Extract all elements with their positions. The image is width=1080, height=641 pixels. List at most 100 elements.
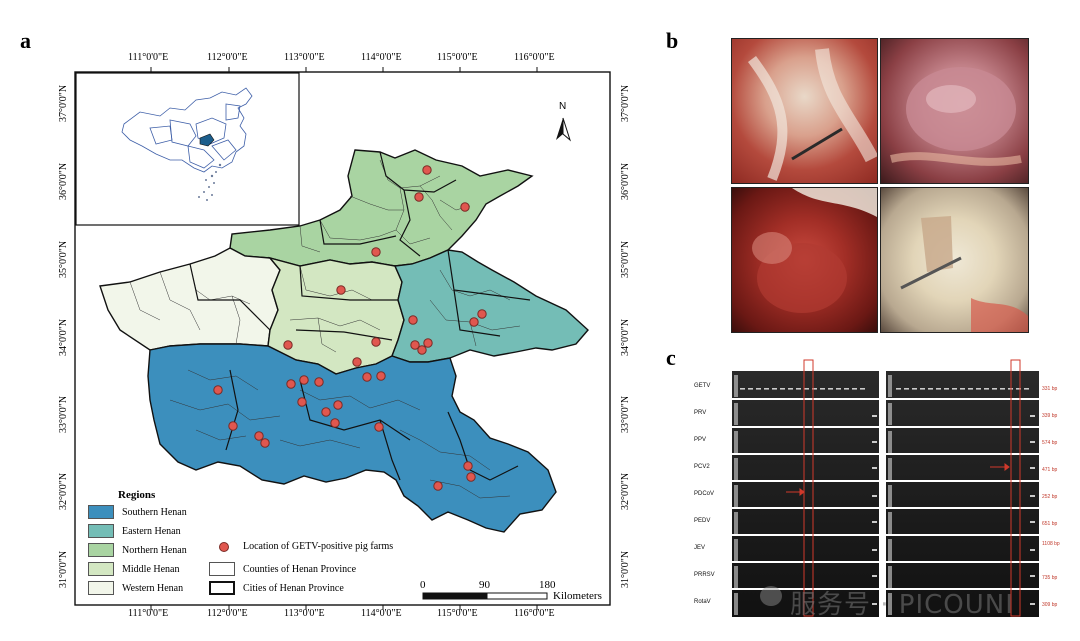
gel-size-label: 471 bp <box>1042 467 1058 473</box>
farm-dot <box>314 377 324 387</box>
gel-target-label: GETV <box>694 383 711 389</box>
farm-dot <box>408 315 418 325</box>
farm-dot-icon <box>219 541 229 552</box>
scale-label: 0 <box>420 579 426 591</box>
county-lines <box>129 159 521 499</box>
gel-ladders <box>734 375 892 615</box>
legend-label: Southern Henan <box>122 506 187 518</box>
gel-size-label: 331 bp <box>1042 386 1058 392</box>
watermark: 服务号 · PICOUNI <box>790 590 1014 620</box>
legend-swatch <box>88 543 114 557</box>
legend-title: Regions <box>118 489 156 501</box>
farm-dot <box>371 247 381 257</box>
highlight-box <box>1010 359 1021 617</box>
highlight-box <box>803 359 814 617</box>
farm-dot <box>469 317 479 327</box>
scale-bar <box>422 592 548 600</box>
legend-label: Western Henan <box>122 582 184 594</box>
gel-target-label: PEDV <box>694 518 711 524</box>
legend-item: Eastern Henan <box>88 524 181 538</box>
farm-dot <box>422 165 432 175</box>
gel-size-label: 1108 bp <box>1042 541 1060 547</box>
legend-item: Northern Henan <box>88 543 187 557</box>
farm-dot <box>333 400 343 410</box>
region-eastern <box>391 249 589 363</box>
legend-swatch <box>88 524 114 538</box>
farm-dot <box>260 438 270 448</box>
farm-dot <box>463 461 473 471</box>
lon-tick-top: 116°0'0"E <box>514 52 555 63</box>
necropsy-photo <box>880 187 1029 333</box>
legend-swatch <box>209 581 235 595</box>
farm-dot <box>286 379 296 389</box>
gel-target-label: RotaV <box>694 599 711 605</box>
legend-swatch <box>88 562 114 576</box>
photo-texture <box>747 48 877 181</box>
scale-label: 180 <box>539 579 556 591</box>
city-lines <box>189 151 531 481</box>
farm-dot <box>410 340 420 350</box>
lon-tick-top: 112°0'0"E <box>207 52 248 63</box>
legend-label: Northern Henan <box>122 544 187 556</box>
farm-dot <box>299 375 309 385</box>
lon-tick-bottom: 116°0'0"E <box>514 608 555 619</box>
farm-dot <box>433 481 443 491</box>
henan-highlight <box>199 133 215 147</box>
lon-tick-bottom: 114°0'0"E <box>361 608 402 619</box>
scale-label: 90 <box>479 579 490 591</box>
tick-marks <box>150 67 538 610</box>
lon-tick-top: 111°0'0"E <box>128 52 169 63</box>
inset-islands <box>198 163 222 201</box>
farm-dot <box>371 337 381 347</box>
legend-label: Middle Henan <box>122 563 180 575</box>
gel-target-label: PRRSV <box>694 572 715 578</box>
gel-left <box>732 371 879 617</box>
legend-item: Western Henan <box>88 581 183 595</box>
gel-size-label: 339 bp <box>1042 413 1058 419</box>
necropsy-photo <box>731 187 878 333</box>
farm-dot <box>460 202 470 212</box>
legend-label: Eastern Henan <box>122 525 181 537</box>
legend-swatch <box>88 505 114 519</box>
gel-bands <box>740 388 1035 605</box>
farm-dot <box>362 372 372 382</box>
farm-dot <box>336 285 346 295</box>
panel-label-a: a <box>20 28 31 53</box>
legend-swatch <box>209 562 235 576</box>
panel-label-c: c <box>666 345 676 370</box>
farm-dot <box>477 309 487 319</box>
legend-farm: Location of GETV-positive pig farms <box>219 541 393 552</box>
photo-texture <box>900 216 1028 332</box>
china-inset <box>121 87 253 173</box>
lon-tick-top: 114°0'0"E <box>361 52 402 63</box>
north-arrow-icon <box>556 117 572 142</box>
farm-dot <box>376 371 386 381</box>
gel-target-label: JEV <box>694 545 706 551</box>
gel-size-label: 651 bp <box>1042 521 1058 527</box>
gel-arrows <box>786 463 1010 496</box>
farm-dot <box>297 397 307 407</box>
farm-dots <box>213 165 487 491</box>
gel-size-label: 252 bp <box>1042 494 1058 500</box>
lon-tick-bottom: 111°0'0"E <box>128 608 169 619</box>
necropsy-photo <box>880 38 1029 184</box>
farm-dot <box>283 340 293 350</box>
gel-separators <box>732 398 1039 590</box>
farm-dot <box>330 418 340 428</box>
farm-dot <box>466 472 476 482</box>
farm-dot <box>423 338 433 348</box>
gel-svg <box>732 357 1042 617</box>
north-label: N <box>559 101 567 112</box>
lon-tick-bottom: 115°0'0"E <box>437 608 478 619</box>
gel-target-label: PRV <box>694 410 707 416</box>
farm-dot <box>228 421 238 431</box>
farm-dot <box>213 385 223 395</box>
inset-frame <box>75 72 300 226</box>
legend-counties: Counties of Henan Province <box>209 562 356 576</box>
lon-tick-top: 113°0'0"E <box>284 52 325 63</box>
legend-label: Cities of Henan Province <box>243 582 344 594</box>
farm-dot <box>352 357 362 367</box>
legend-label: Location of GETV-positive pig farms <box>243 541 394 552</box>
farm-dot <box>414 192 424 202</box>
farm-dot <box>417 345 427 355</box>
